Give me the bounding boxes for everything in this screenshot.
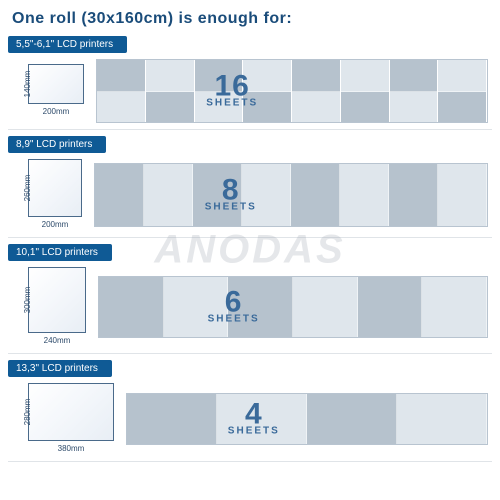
sheets-strip: 4SHEETS [126, 393, 488, 445]
sheet-word: SHEETS [205, 203, 257, 212]
width-label: 380mm [58, 444, 85, 453]
sheet-dimension-box: 300mm240mm [28, 267, 86, 333]
height-label: 300mm [23, 287, 32, 314]
width-label: 200mm [42, 220, 69, 229]
sheet-word: SHEETS [228, 427, 280, 436]
sheet-count-label: 8SHEETS [205, 177, 257, 211]
height-label: 140mm [23, 71, 32, 98]
sheets-strip: 6SHEETS [98, 276, 488, 338]
printer-section: 13,3" LCD printers280mm380mm4SHEETS [8, 358, 492, 462]
width-label: 200mm [43, 107, 70, 116]
printer-section: 8,9" LCD printers260mm200mm8SHEETS [8, 134, 492, 238]
sheet-dimension-box: 280mm380mm [28, 383, 114, 441]
width-label: 240mm [44, 336, 71, 345]
sheet-count-label: 6SHEETS [208, 289, 260, 323]
printer-section: 5,5"-6,1" LCD printers140mm200mm16SHEETS [8, 34, 492, 130]
section-body: 140mm200mm16SHEETS [8, 53, 492, 130]
sheet-dimension-box: 140mm200mm [28, 64, 84, 104]
section-title: 13,3" LCD printers [8, 360, 112, 377]
printer-section: 10,1" LCD printers300mm240mm6SHEETS [8, 242, 492, 354]
sheet-dimension-box: 260mm200mm [28, 159, 82, 217]
sheet-count: 8 [205, 177, 257, 203]
height-label: 280mm [23, 399, 32, 426]
sheet-count: 4 [228, 401, 280, 427]
sheet-count-label: 16SHEETS [206, 73, 258, 107]
page-title: One roll (30x160cm) is enough for: [0, 0, 500, 34]
section-body: 300mm240mm6SHEETS [8, 261, 492, 354]
sheet-count: 16 [206, 73, 258, 99]
section-title: 5,5"-6,1" LCD printers [8, 36, 127, 53]
section-title: 8,9" LCD printers [8, 136, 106, 153]
section-body: 280mm380mm4SHEETS [8, 377, 492, 462]
sheet-word: SHEETS [206, 99, 258, 108]
sheet-count-label: 4SHEETS [228, 401, 280, 435]
sheets-strip: 8SHEETS [94, 163, 488, 227]
sheet-word: SHEETS [208, 315, 260, 324]
section-title: 10,1" LCD printers [8, 244, 112, 261]
section-body: 260mm200mm8SHEETS [8, 153, 492, 238]
sheets-strip: 16SHEETS [96, 59, 488, 123]
height-label: 260mm [23, 175, 32, 202]
sheet-count: 6 [208, 289, 260, 315]
